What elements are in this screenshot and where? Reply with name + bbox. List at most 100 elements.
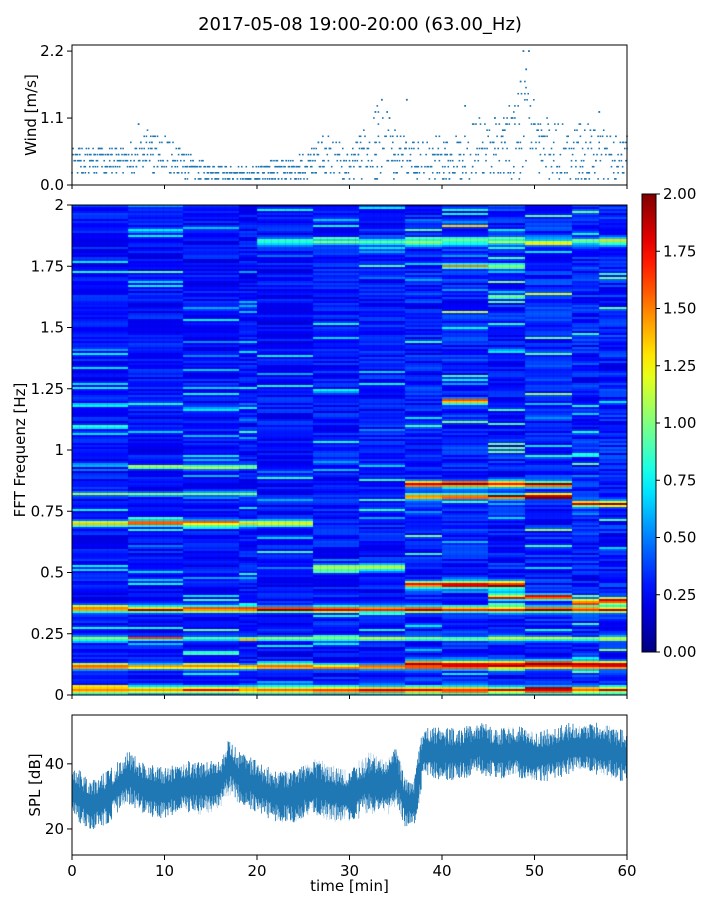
wind-point bbox=[599, 135, 602, 138]
spectrogram-ytick-label: 1.75 bbox=[31, 257, 64, 275]
wind-point bbox=[120, 147, 122, 150]
wind-point bbox=[188, 165, 191, 168]
wind-point bbox=[130, 159, 132, 162]
wind-point bbox=[363, 147, 365, 150]
wind-point bbox=[481, 172, 484, 174]
wind-point bbox=[334, 153, 336, 156]
wind-point bbox=[173, 159, 175, 162]
wind-point bbox=[427, 165, 430, 168]
wind-point bbox=[487, 135, 489, 138]
wind-point bbox=[225, 172, 228, 174]
wind-point bbox=[325, 147, 327, 150]
wind-point bbox=[101, 147, 103, 150]
wind-point bbox=[546, 117, 548, 119]
wind-point bbox=[617, 153, 619, 156]
wind-point bbox=[153, 135, 155, 138]
colorbar-gradient bbox=[641, 193, 657, 653]
wind-point bbox=[499, 172, 502, 174]
wind-point bbox=[359, 165, 362, 168]
wind-point bbox=[444, 153, 446, 156]
wind-point bbox=[513, 165, 515, 168]
wind-point bbox=[550, 147, 553, 150]
wind-point bbox=[338, 153, 341, 156]
wind-point bbox=[308, 159, 311, 162]
wind-point bbox=[307, 153, 310, 156]
wind-point bbox=[177, 172, 180, 174]
wind-point bbox=[99, 153, 101, 156]
wind-point bbox=[337, 153, 340, 156]
wind-point bbox=[557, 123, 559, 125]
wind-point bbox=[609, 153, 612, 156]
wind-point bbox=[223, 172, 225, 174]
wind-point bbox=[190, 165, 192, 168]
wind-point bbox=[322, 159, 324, 162]
wind-point bbox=[157, 159, 160, 162]
wind-point bbox=[182, 165, 184, 168]
wind-point bbox=[608, 153, 610, 156]
wind-point bbox=[354, 159, 356, 162]
wind-point bbox=[204, 165, 206, 168]
wind-point bbox=[597, 178, 599, 180]
wind-point bbox=[276, 172, 279, 174]
wind-point bbox=[602, 178, 605, 180]
wind-point bbox=[99, 147, 101, 150]
wind-point bbox=[366, 153, 369, 156]
wind-point bbox=[211, 178, 213, 180]
wind-point bbox=[256, 178, 259, 180]
wind-point bbox=[241, 165, 243, 168]
wind-point bbox=[585, 141, 587, 144]
wind-point bbox=[534, 123, 536, 125]
wind-point bbox=[73, 159, 75, 162]
wind-point bbox=[151, 147, 153, 150]
wind-point bbox=[177, 147, 180, 150]
wind-point bbox=[219, 165, 222, 168]
wind-point bbox=[369, 165, 372, 168]
wind-point bbox=[506, 123, 508, 125]
wind-point bbox=[232, 178, 234, 180]
wind-point bbox=[568, 147, 571, 150]
wind-point bbox=[228, 172, 231, 174]
wind-point bbox=[556, 165, 558, 168]
wind-point bbox=[295, 165, 297, 168]
wind-point bbox=[342, 178, 344, 180]
wind-point bbox=[451, 172, 454, 174]
wind-point bbox=[156, 135, 159, 138]
wind-point bbox=[176, 172, 179, 174]
wind-point bbox=[83, 159, 85, 162]
wind-point bbox=[242, 178, 244, 180]
wind-point bbox=[471, 165, 474, 168]
wind-point bbox=[187, 153, 190, 156]
wind-point bbox=[598, 141, 600, 144]
wind-point bbox=[590, 135, 593, 138]
wind-point bbox=[202, 159, 204, 162]
wind-point bbox=[611, 159, 614, 162]
wind-point bbox=[194, 178, 196, 180]
wind-point bbox=[102, 153, 104, 156]
wind-point bbox=[204, 178, 206, 180]
wind-point bbox=[289, 178, 292, 180]
wind-point bbox=[375, 141, 377, 144]
wind-point bbox=[475, 123, 477, 125]
wind-point bbox=[566, 141, 568, 144]
spl-xtick-label: 40 bbox=[432, 862, 451, 880]
wind-point bbox=[89, 153, 91, 156]
wind-point bbox=[305, 165, 307, 168]
wind-point bbox=[375, 153, 377, 156]
wind-point bbox=[340, 165, 343, 168]
wind-point bbox=[546, 135, 548, 138]
spectrogram-ytick-label: 2 bbox=[54, 196, 64, 214]
wind-point bbox=[407, 172, 410, 174]
wind-point bbox=[345, 172, 347, 174]
wind-point bbox=[521, 165, 524, 168]
wind-point bbox=[207, 172, 210, 174]
wind-point bbox=[324, 147, 326, 150]
wind-point bbox=[443, 141, 445, 144]
wind-point bbox=[373, 117, 375, 119]
wind-point bbox=[541, 159, 544, 162]
wind-point bbox=[501, 129, 504, 131]
wind-point bbox=[586, 172, 588, 174]
wind-point bbox=[592, 165, 595, 168]
wind-point bbox=[81, 147, 83, 150]
spectrogram-heatmap bbox=[72, 205, 627, 695]
wind-point bbox=[142, 159, 144, 162]
